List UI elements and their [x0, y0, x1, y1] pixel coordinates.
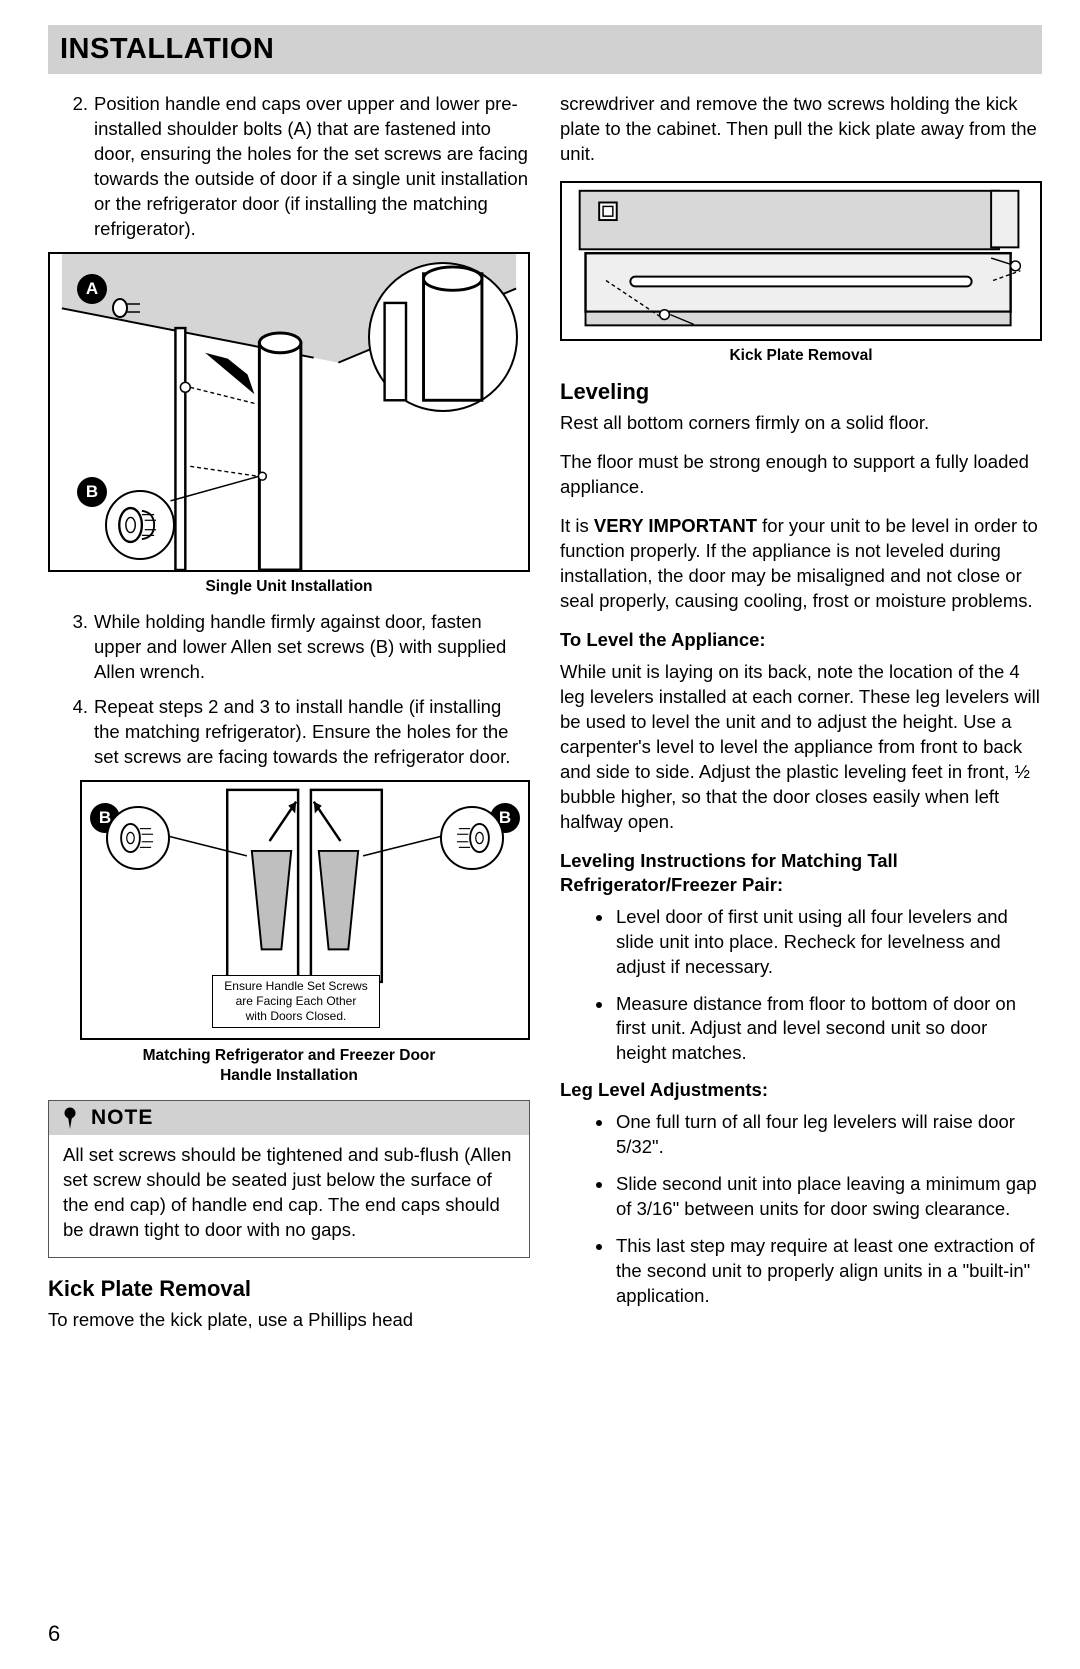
detail-circle-a: [368, 262, 518, 412]
pushpin-icon: [59, 1106, 81, 1130]
note-line: are Facing Each Other: [236, 994, 357, 1008]
list-item: This last step may require at least one …: [614, 1234, 1042, 1309]
to-level-body: While unit is laying on its back, note t…: [560, 660, 1042, 835]
page: INSTALLATION 2. Position handle end caps…: [0, 0, 1080, 1367]
section-title: INSTALLATION: [60, 33, 1030, 66]
list-item: Measure distance from floor to bottom of…: [614, 992, 1042, 1067]
list-item: One full turn of all four leg levelers w…: [614, 1110, 1042, 1160]
right-column: screwdriver and remove the two screws ho…: [560, 92, 1042, 1347]
left-column: 2. Position handle end caps over upper a…: [48, 92, 530, 1347]
figure2-caption: Matching Refrigerator and Freezer Door H…: [48, 1046, 530, 1086]
figure1-caption: Single Unit Installation: [48, 578, 530, 596]
figure-single-unit: A B: [48, 252, 530, 572]
to-level-heading: To Level the Appliance:: [560, 628, 1042, 652]
kickplate-continued: screwdriver and remove the two screws ho…: [560, 92, 1042, 167]
leveling-p1: Rest all bottom corners firmly on a soli…: [560, 411, 1042, 436]
figure3-caption: Kick Plate Removal: [560, 347, 1042, 365]
caption-line: Matching Refrigerator and Freezer Door: [143, 1047, 436, 1064]
leg-list: One full turn of all four leg levelers w…: [560, 1110, 1042, 1309]
list-item: Slide second unit into place leaving a m…: [614, 1172, 1042, 1222]
kickplate-heading: Kick Plate Removal: [48, 1276, 530, 1302]
figure-matching-pair: B B: [80, 780, 530, 1040]
detail-circle-b-left: [106, 806, 170, 870]
figure3-svg: [562, 183, 1040, 339]
note-header: NOTE: [49, 1101, 529, 1135]
section-header: INSTALLATION: [48, 25, 1042, 74]
leveling-p3: It is VERY IMPORTANT for your unit to be…: [560, 514, 1042, 614]
step-3: 3. While holding handle firmly against d…: [48, 610, 530, 685]
note-box: NOTE All set screws should be tightened …: [48, 1100, 530, 1258]
pair-heading: Leveling Instructions for Matching Tall …: [560, 849, 1042, 897]
callout-label-b: B: [77, 477, 107, 507]
detail-circle-b-right: [440, 806, 504, 870]
kickplate-p1: To remove the kick plate, use a Phillips…: [48, 1308, 530, 1333]
leg-heading: Leg Level Adjustments:: [560, 1078, 1042, 1102]
callout-label-a: A: [77, 274, 107, 304]
screw-icon: [112, 297, 142, 319]
text-run: It is: [560, 515, 594, 536]
pair-list: Level door of first unit using all four …: [560, 905, 1042, 1067]
detail-circle-b: [105, 490, 175, 560]
step-number: 3.: [48, 610, 94, 685]
list-item: Level door of first unit using all four …: [614, 905, 1042, 980]
bold-run: VERY IMPORTANT: [594, 515, 757, 536]
step-text: Repeat steps 2 and 3 to install handle (…: [94, 695, 530, 770]
step-4: 4. Repeat steps 2 and 3 to install handl…: [48, 695, 530, 770]
two-column-layout: 2. Position handle end caps over upper a…: [48, 92, 1042, 1347]
step-text: Position handle end caps over upper and …: [94, 92, 530, 242]
leveling-p2: The floor must be strong enough to suppo…: [560, 450, 1042, 500]
note-line: with Doors Closed.: [246, 1009, 347, 1023]
note-title: NOTE: [91, 1106, 153, 1130]
step-number: 4.: [48, 695, 94, 770]
caption-line: Handle Installation: [220, 1067, 358, 1084]
step-text: While holding handle firmly against door…: [94, 610, 530, 685]
step-2: 2. Position handle end caps over upper a…: [48, 92, 530, 242]
page-number: 6: [48, 1621, 60, 1647]
note-body: All set screws should be tightened and s…: [49, 1135, 529, 1257]
leveling-heading: Leveling: [560, 379, 1042, 405]
note-line: Ensure Handle Set Screws: [224, 979, 367, 993]
figure-kickplate: [560, 181, 1042, 341]
figure2-inner-note: Ensure Handle Set Screws are Facing Each…: [212, 975, 380, 1028]
step-number: 2.: [48, 92, 94, 242]
